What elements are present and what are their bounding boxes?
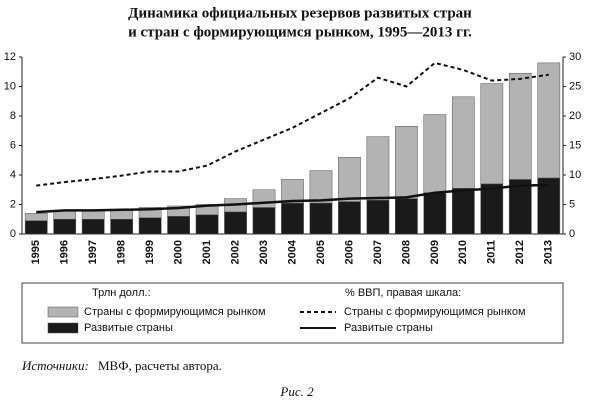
- source-text: МВФ, расчеты автора.: [98, 358, 222, 373]
- legend-label: Страны с формирующимся рынком: [344, 306, 526, 318]
- legend-swatch: [47, 322, 79, 334]
- legend-label: Развитые страны: [344, 322, 433, 334]
- x-tick-label: 1995: [30, 240, 42, 264]
- bar-segment: [167, 205, 190, 217]
- legend-title: % ВВП, правая шкала:: [345, 287, 461, 299]
- x-tick-label: 2002: [229, 240, 241, 264]
- bar-segment: [451, 188, 475, 235]
- bar-segment: [480, 83, 504, 185]
- y-tick-label: 6: [10, 139, 16, 151]
- bar-segment: [508, 72, 532, 180]
- y-tick-label: 0: [10, 228, 16, 240]
- x-tick-label: 2003: [258, 240, 270, 264]
- y2-tick-label: 20: [569, 110, 581, 122]
- x-tick-label: 2008: [400, 240, 412, 264]
- legend-label: Страны с формирующимся рынком: [84, 306, 266, 318]
- x-tick-label: 2009: [429, 240, 441, 264]
- x-tick-label: 1999: [144, 240, 156, 264]
- x-tick-label: 2013: [543, 240, 555, 264]
- x-tick-label: 2004: [286, 239, 298, 264]
- bar-segment: [395, 126, 418, 199]
- legend-frame: [21, 282, 564, 344]
- legend-label: Развитые страны: [84, 322, 173, 334]
- bar-segment: [423, 114, 447, 193]
- bar-segment: [252, 189, 276, 208]
- y2-tick-label: 30: [569, 51, 581, 63]
- bar-segment: [110, 219, 134, 235]
- bar-segment: [24, 213, 48, 221]
- bar-segment: [195, 214, 219, 235]
- bar-segment: [138, 207, 162, 219]
- x-tick-label: 2007: [372, 240, 384, 264]
- bar-segment: [281, 179, 304, 204]
- bar-segment: [480, 183, 504, 235]
- bar-segment: [24, 220, 48, 235]
- x-tick-label: 1997: [87, 240, 99, 264]
- line-series: [36, 61, 549, 187]
- y-tick-label: 4: [10, 169, 16, 181]
- y-tick-label: 8: [10, 110, 16, 122]
- source-label: Источники:: [21, 358, 89, 373]
- bar-segment: [138, 217, 162, 235]
- x-tick-label: 2006: [343, 240, 355, 264]
- bar-segment: [451, 96, 475, 189]
- y2-tick-label: 25: [569, 80, 581, 92]
- bar-segment: [110, 210, 134, 220]
- bar-segment: [281, 202, 304, 235]
- x-tick-label: 2000: [173, 240, 185, 264]
- bar-segment: [252, 207, 276, 235]
- bar-segment: [537, 62, 561, 179]
- y-tick-label: 2: [10, 198, 16, 210]
- bar-segment: [423, 192, 447, 235]
- y-tick-label: 10: [4, 80, 16, 92]
- legend-swatch: [47, 306, 79, 318]
- bar-segment: [53, 219, 77, 235]
- x-tick-label: 2001: [201, 240, 213, 264]
- x-tick-label: 1998: [116, 240, 128, 264]
- caption: Рис. 2: [279, 384, 314, 399]
- chart-title: Динамика официальных резервов развитых с…: [128, 5, 472, 21]
- bar-segment: [309, 170, 333, 204]
- bar-segment: [395, 198, 418, 235]
- x-tick-label: 2010: [457, 240, 469, 264]
- bar-segment: [338, 201, 361, 235]
- y2-tick-label: 0: [569, 228, 575, 240]
- x-tick-label: 2011: [486, 240, 498, 264]
- y2-tick-label: 10: [569, 169, 581, 181]
- x-tick-label: 2012: [514, 240, 526, 264]
- x-tick-label: 1996: [59, 240, 71, 264]
- line-series: [36, 183, 549, 214]
- bar-segment: [167, 216, 190, 235]
- bar-segment: [224, 211, 247, 235]
- chart-title: и стран с формирующимся рынком, 1995—201…: [128, 24, 472, 40]
- bar-segment: [81, 219, 105, 235]
- bar-segment: [81, 210, 105, 220]
- bar-segment: [338, 157, 361, 202]
- bar-segment: [309, 202, 333, 235]
- x-tick-label: 2005: [315, 240, 327, 264]
- bar-segment: [366, 136, 390, 201]
- y2-tick-label: 15: [569, 139, 581, 151]
- y-tick-label: 12: [4, 51, 16, 63]
- y2-tick-label: 5: [569, 198, 575, 210]
- bar-segment: [366, 199, 390, 235]
- legend-title: Трлн долл.:: [92, 287, 151, 299]
